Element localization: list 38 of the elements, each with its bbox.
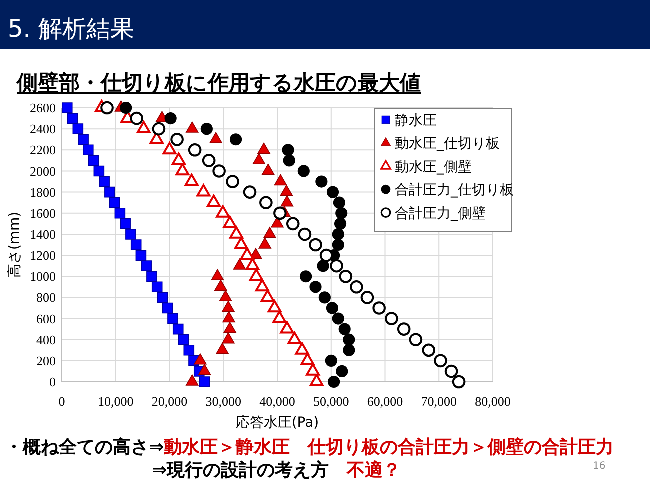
x-tick-label: 20,000 [152,394,188,409]
text: ⇒現行の設計の考え方 [152,460,330,481]
y-tick-label: 400 [36,332,56,348]
y-tick-label: 1800 [30,184,56,200]
text: ・概ね全ての高さ⇒ [5,437,164,458]
y-tick-label: 200 [36,353,56,368]
chart-subtitle: 側壁部・仕切り板に作用する水圧の最大値 [16,71,421,95]
x-tick-label: 30,000 [206,394,242,409]
text: 不適？ [346,460,402,481]
text: 動水圧＞静水圧 [163,437,290,458]
y-tick-label: 800 [36,290,56,306]
y-tick-label: 2400 [30,122,56,137]
legend-label: 動水圧_仕切り板 [395,136,500,152]
legend-label: 合計圧力_側壁 [395,206,486,222]
x-tick-label: 40,000 [260,394,296,409]
y-tick-label: 2600 [30,100,56,116]
legend-label: 合計圧力_仕切り板 [395,182,514,199]
legend-label: 静水圧 [395,113,437,130]
x-tick-label: 50,000 [314,394,350,409]
x-tick-label: 80,000 [475,394,511,409]
y-tick-label: 1200 [30,248,56,264]
x-tick-label: 70,000 [421,394,457,409]
legend-label: 動水圧_側壁 [395,159,472,176]
y-tick-label: 2200 [30,142,56,158]
y-axis-title: 高さ(mm) [7,212,23,278]
y-tick-label: 1600 [30,206,56,221]
x-tick-label: 10,000 [98,394,134,409]
y-tick-label: 2000 [30,164,56,179]
chart-title: 5. 解析結果 [8,15,135,43]
y-tick-label: 1400 [30,227,56,242]
x-tick-label: 60,000 [367,394,404,409]
text: 仕切り板の合計圧力＞側壁の合計圧力 [307,437,614,458]
x-tick-label: 0 [58,394,66,409]
text: 16 [593,461,606,472]
y-tick-label: 0 [50,374,56,390]
y-tick-label: 600 [36,311,56,326]
x-axis-title: 応答水圧(Pa) [236,415,320,431]
y-tick-label: 1000 [30,269,56,284]
